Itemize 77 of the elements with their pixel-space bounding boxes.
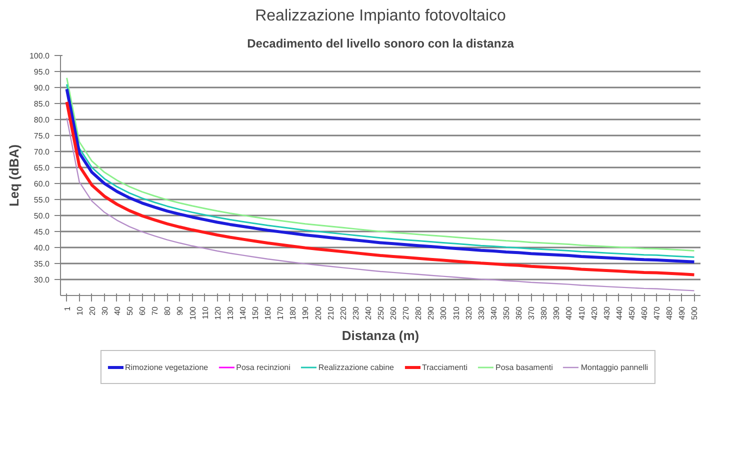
x-tick-label: 20 [88,306,97,316]
y-tick-label: 90.0 [34,84,50,92]
chart-subtitle: Decadimento del livello sonoro con la distanza [247,36,514,50]
legend-label: Realizzazione cabine [318,362,394,372]
x-tick-label: 120 [213,306,222,320]
x-tick-label: 470 [652,306,662,320]
x-tick-label: 350 [502,306,511,320]
x-tick-label: 420 [590,306,599,320]
x-tick-label: 180 [288,306,298,320]
legend-label: Tracciamenti [422,362,468,372]
x-tick-label: 250 [376,306,386,320]
x-tick-label: 430 [602,306,612,320]
x-tick-label: 490 [678,306,687,320]
x-tick-label: 270 [402,306,411,320]
y-tick-label: 40.0 [34,244,50,252]
x-tick-label: 210 [326,306,336,320]
legend-label: Rimozione vegetazione [124,362,208,372]
y-tick-label: 30.0 [34,276,50,284]
x-tick-label: 280 [414,306,424,320]
x-tick-label: 360 [514,306,524,320]
y-tick-label: 70.0 [34,148,50,156]
x-tick-label: 320 [464,306,474,320]
y-tick-label: 95.0 [34,68,50,76]
y-tick-label: 65.0 [34,164,50,172]
x-tick-label: 110 [200,306,210,320]
x-tick-label: 140 [238,306,248,320]
x-tick-label: 500 [690,306,700,320]
x-tick-label: 80 [163,306,172,316]
chart-title: Realizzazione Impianto fotovoltaico [255,8,506,24]
y-tick-label: 55.0 [34,196,50,204]
legend-label: Posa basamenti [495,362,553,372]
x-tick-label: 290 [426,306,436,320]
x-tick-label: 230 [351,306,360,320]
x-tick-label: 170 [276,306,286,320]
x-tick-label: 450 [627,306,636,320]
y-tick-label: 100.0 [29,52,50,60]
x-tick-label: 1 [62,306,72,311]
x-tick-label: 480 [665,306,674,320]
y-tick-label: 45.0 [34,228,50,236]
y-tick-label: 85.0 [34,100,50,108]
x-tick-label: 310 [452,306,461,320]
x-tick-label: 50 [126,306,135,316]
x-tick-label: 370 [527,306,536,320]
y-tick-label: 60.0 [34,180,50,188]
y-axis-title: Leq (dBA) [6,144,22,207]
x-tick-label: 60 [138,306,148,316]
x-tick-label: 100 [188,306,198,320]
x-tick-label: 340 [489,306,498,320]
x-tick-label: 380 [540,306,549,320]
x-tick-label: 70 [150,306,160,316]
y-tick-label: 35.0 [34,260,50,268]
line-series [66,117,695,292]
y-tick-label: 50.0 [34,212,50,220]
x-tick-label: 160 [264,306,273,320]
x-tick-label: 220 [338,306,348,320]
x-tick-label: 300 [439,306,448,320]
x-tick-label: 190 [301,306,310,320]
x-tick-label: 90 [176,306,185,316]
legend-label: Posa recinzioni [236,362,290,372]
x-tick-label: 130 [226,306,235,320]
x-tick-label: 400 [564,306,574,320]
y-tick-label: 80.0 [34,116,50,124]
x-tick-label: 460 [640,306,650,320]
x-tick-label: 240 [364,306,373,320]
x-tick-label: 10 [75,306,84,316]
x-tick-label: 410 [577,306,586,320]
legend-label: Montaggio pannelli [580,362,648,372]
x-axis-title: Distanza (m) [342,328,420,343]
y-tick-label: 75.0 [34,132,50,140]
x-tick-label: 40 [112,306,122,316]
x-tick-label: 150 [251,306,260,320]
x-tick-label: 260 [389,306,398,320]
x-tick-label: 30 [100,306,110,316]
x-tick-label: 440 [614,306,624,320]
x-tick-label: 330 [476,306,486,320]
x-tick-label: 200 [314,306,323,320]
x-tick-label: 390 [552,306,562,320]
